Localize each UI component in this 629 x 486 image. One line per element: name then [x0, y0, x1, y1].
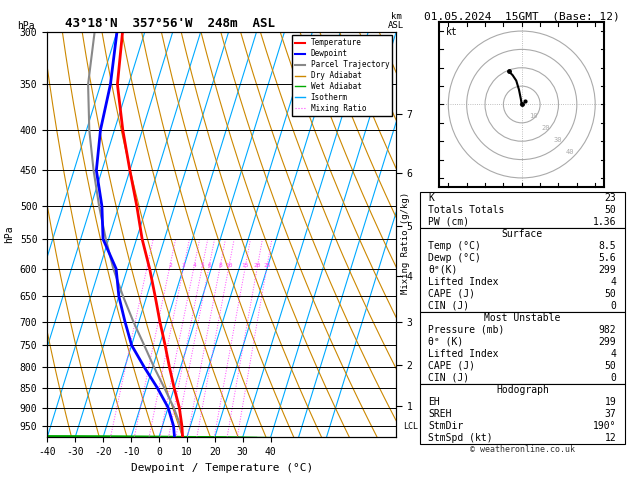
Text: 4: 4 — [611, 349, 616, 359]
Text: 10: 10 — [225, 263, 233, 268]
Text: Dewp (°C): Dewp (°C) — [428, 253, 481, 263]
Text: 43°18'N  357°56'W  248m  ASL: 43°18'N 357°56'W 248m ASL — [65, 17, 275, 31]
X-axis label: Dewpoint / Temperature (°C): Dewpoint / Temperature (°C) — [131, 463, 313, 473]
Text: 4: 4 — [611, 277, 616, 287]
Text: 3: 3 — [182, 263, 186, 268]
Text: 5: 5 — [201, 263, 204, 268]
Text: 982: 982 — [599, 325, 616, 335]
Text: 0: 0 — [611, 301, 616, 311]
Text: SREH: SREH — [428, 409, 452, 419]
Text: CIN (J): CIN (J) — [428, 373, 469, 383]
Text: Temp (°C): Temp (°C) — [428, 241, 481, 251]
Bar — [420, 312, 625, 384]
Y-axis label: hPa: hPa — [4, 226, 14, 243]
Text: StmSpd (kt): StmSpd (kt) — [428, 433, 493, 443]
Text: 23: 23 — [604, 193, 616, 203]
Text: 8.5: 8.5 — [599, 241, 616, 251]
Text: 20: 20 — [253, 263, 261, 268]
Text: 299: 299 — [599, 337, 616, 347]
Text: kt: kt — [446, 27, 457, 37]
Legend: Temperature, Dewpoint, Parcel Trajectory, Dry Adiabat, Wet Adiabat, Isotherm, Mi: Temperature, Dewpoint, Parcel Trajectory… — [292, 35, 392, 116]
Text: 01.05.2024  15GMT  (Base: 12): 01.05.2024 15GMT (Base: 12) — [424, 11, 620, 21]
Bar — [420, 192, 625, 228]
Text: 8: 8 — [218, 263, 222, 268]
Text: 299: 299 — [599, 265, 616, 275]
Text: 190°: 190° — [593, 421, 616, 431]
Text: 40: 40 — [565, 149, 574, 155]
Text: 20: 20 — [542, 125, 550, 131]
Text: 19: 19 — [604, 397, 616, 407]
Text: Most Unstable: Most Unstable — [484, 313, 560, 323]
Text: Lifted Index: Lifted Index — [428, 277, 499, 287]
Text: 50: 50 — [604, 361, 616, 371]
Text: 6: 6 — [208, 263, 211, 268]
Text: Pressure (mb): Pressure (mb) — [428, 325, 504, 335]
Text: CIN (J): CIN (J) — [428, 301, 469, 311]
Text: 50: 50 — [604, 289, 616, 299]
Text: EH: EH — [428, 397, 440, 407]
Text: 37: 37 — [604, 409, 616, 419]
Text: 30: 30 — [554, 137, 562, 143]
Text: hPa: hPa — [18, 21, 35, 31]
Text: θᵉ(K): θᵉ(K) — [428, 265, 458, 275]
Text: Lifted Index: Lifted Index — [428, 349, 499, 359]
Text: CAPE (J): CAPE (J) — [428, 289, 476, 299]
Text: CAPE (J): CAPE (J) — [428, 361, 476, 371]
Text: 1: 1 — [145, 263, 149, 268]
Text: LCL: LCL — [403, 421, 418, 431]
Text: © weatheronline.co.uk: © weatheronline.co.uk — [470, 445, 575, 454]
Text: 10: 10 — [530, 113, 538, 120]
Text: K: K — [428, 193, 434, 203]
Text: km
ASL: km ASL — [388, 12, 404, 30]
Text: 12: 12 — [604, 433, 616, 443]
Text: Hodograph: Hodograph — [496, 385, 549, 395]
Text: Surface: Surface — [502, 229, 543, 239]
Text: 25: 25 — [264, 263, 271, 268]
Text: PW (cm): PW (cm) — [428, 217, 469, 227]
Bar — [420, 384, 625, 444]
Bar — [420, 228, 625, 312]
Text: 50: 50 — [604, 205, 616, 215]
Text: 1.36: 1.36 — [593, 217, 616, 227]
Text: Totals Totals: Totals Totals — [428, 205, 504, 215]
Text: 4: 4 — [192, 263, 196, 268]
Text: StmDir: StmDir — [428, 421, 464, 431]
Text: 15: 15 — [242, 263, 249, 268]
Text: 2: 2 — [168, 263, 172, 268]
Text: Mixing Ratio (g/kg): Mixing Ratio (g/kg) — [401, 192, 410, 294]
Text: 5.6: 5.6 — [599, 253, 616, 263]
Text: 0: 0 — [611, 373, 616, 383]
Text: θᵉ (K): θᵉ (K) — [428, 337, 464, 347]
